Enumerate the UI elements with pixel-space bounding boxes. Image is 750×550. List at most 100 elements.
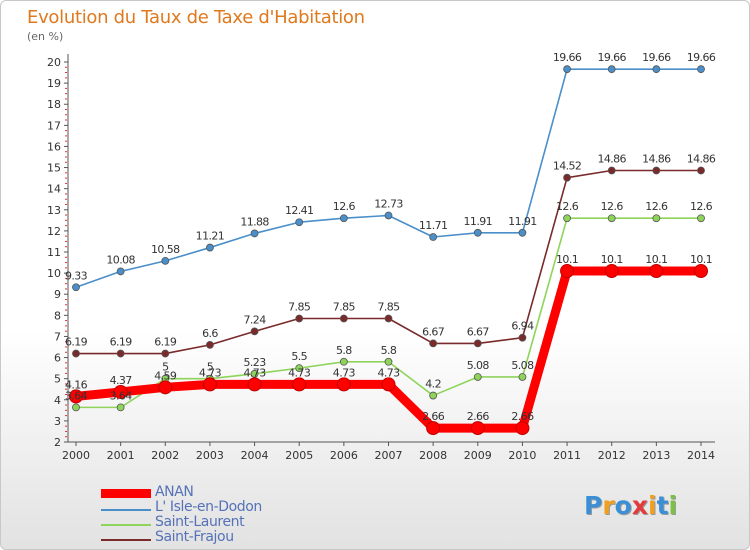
data-label: 5.23 xyxy=(244,356,267,369)
data-label: 19.66 xyxy=(687,51,716,64)
data-label: 14.86 xyxy=(687,153,716,166)
y-tick-label: 14 xyxy=(47,183,61,196)
data-point xyxy=(473,373,482,381)
proxiti-logo: Proxiti xyxy=(584,491,677,520)
x-tick-label: 2007 xyxy=(375,449,403,462)
data-point xyxy=(295,364,304,373)
y-tick-label: 9 xyxy=(54,288,61,301)
data-label: 6.94 xyxy=(511,320,534,333)
data-point xyxy=(697,65,705,74)
data-point xyxy=(295,314,304,323)
data-label: 11.91 xyxy=(464,215,493,228)
logo-letter: o xyxy=(614,491,632,520)
data-point xyxy=(694,264,708,278)
data-label: 7.24 xyxy=(244,313,267,326)
data-point xyxy=(470,421,485,436)
data-label: 4.59 xyxy=(154,369,177,382)
x-tick-label: 2010 xyxy=(508,449,536,462)
y-tick-label: 10 xyxy=(47,267,61,280)
data-label: 10.1 xyxy=(556,253,578,266)
x-tick-label: 2001 xyxy=(107,449,135,462)
data-label: 14.52 xyxy=(553,160,582,173)
data-label: 4.2 xyxy=(425,378,441,391)
x-tick-label: 2006 xyxy=(330,449,358,462)
legend-swatch xyxy=(101,524,151,526)
data-label: 12.73 xyxy=(374,197,403,210)
y-tick-label: 5 xyxy=(54,373,61,386)
logo-letter: i xyxy=(648,491,657,520)
y-tick-label: 13 xyxy=(47,204,61,217)
data-label: 10.1 xyxy=(601,253,623,266)
data-point xyxy=(473,339,482,348)
data-label: 11.88 xyxy=(240,215,269,228)
data-point xyxy=(250,229,259,238)
data-label: 19.66 xyxy=(597,51,626,64)
data-point xyxy=(563,173,571,182)
data-label: 4.16 xyxy=(65,378,88,391)
data-label: 12.6 xyxy=(645,200,668,213)
data-point xyxy=(384,211,393,220)
y-tick-label: 18 xyxy=(47,98,61,111)
data-label: 5 xyxy=(207,361,214,374)
data-point xyxy=(384,314,393,323)
data-label: 2.66 xyxy=(467,410,490,423)
data-point xyxy=(339,214,348,223)
data-point xyxy=(69,389,83,404)
data-point xyxy=(518,373,527,381)
legend-label: Saint-Laurent xyxy=(155,514,245,530)
y-tick-label: 15 xyxy=(47,162,61,175)
data-label: 4.73 xyxy=(333,366,356,379)
data-point xyxy=(206,340,214,349)
data-point xyxy=(116,403,125,412)
legend-label: L' Isle-en-Dodon xyxy=(155,499,262,515)
legend-swatch xyxy=(101,489,151,498)
data-point xyxy=(607,214,616,223)
data-label: 7.85 xyxy=(288,301,311,314)
data-label: 12.6 xyxy=(690,200,713,213)
x-tick-label: 2008 xyxy=(419,449,447,462)
x-tick-label: 2011 xyxy=(553,449,581,462)
data-label: 10.1 xyxy=(645,253,667,266)
data-label: 6.67 xyxy=(422,325,445,338)
data-label: 12.41 xyxy=(285,204,314,217)
data-point xyxy=(518,333,527,342)
data-label: 4.73 xyxy=(377,366,400,379)
data-point xyxy=(607,166,616,175)
legend-swatch xyxy=(101,509,151,511)
data-label: 10.58 xyxy=(151,243,180,256)
data-point xyxy=(652,65,661,74)
data-label: 5.8 xyxy=(336,344,352,357)
data-label: 6.19 xyxy=(65,336,88,349)
data-label: 11.21 xyxy=(196,230,225,243)
data-label: 5.08 xyxy=(511,359,534,372)
logo-letter: r xyxy=(602,491,615,520)
y-tick-label: 3 xyxy=(54,415,61,428)
data-label: 10.08 xyxy=(106,253,135,266)
data-point xyxy=(697,214,705,223)
y-tick-label: 2 xyxy=(54,436,61,449)
data-label: 3.64 xyxy=(110,389,133,402)
data-point xyxy=(473,228,482,237)
data-point xyxy=(250,327,259,336)
data-point xyxy=(563,65,571,74)
data-point xyxy=(515,421,530,436)
x-tick-label: 2005 xyxy=(285,449,313,462)
data-point xyxy=(518,228,527,237)
data-label: 2.66 xyxy=(422,410,445,423)
y-tick-label: 16 xyxy=(47,140,61,153)
data-point xyxy=(292,377,307,392)
data-label: 5.8 xyxy=(381,344,397,357)
data-label: 2.66 xyxy=(511,410,534,423)
x-tick-label: 2014 xyxy=(687,449,715,462)
data-label: 6.19 xyxy=(110,336,133,349)
y-tick-label: 6 xyxy=(54,352,61,365)
data-label: 4.37 xyxy=(110,374,133,387)
data-label: 6.6 xyxy=(202,327,218,340)
data-point xyxy=(116,267,125,276)
data-point xyxy=(381,377,396,392)
data-label: 10.1 xyxy=(690,253,712,266)
data-point xyxy=(295,218,304,227)
data-point xyxy=(429,233,438,241)
data-label: 5.08 xyxy=(467,359,490,372)
